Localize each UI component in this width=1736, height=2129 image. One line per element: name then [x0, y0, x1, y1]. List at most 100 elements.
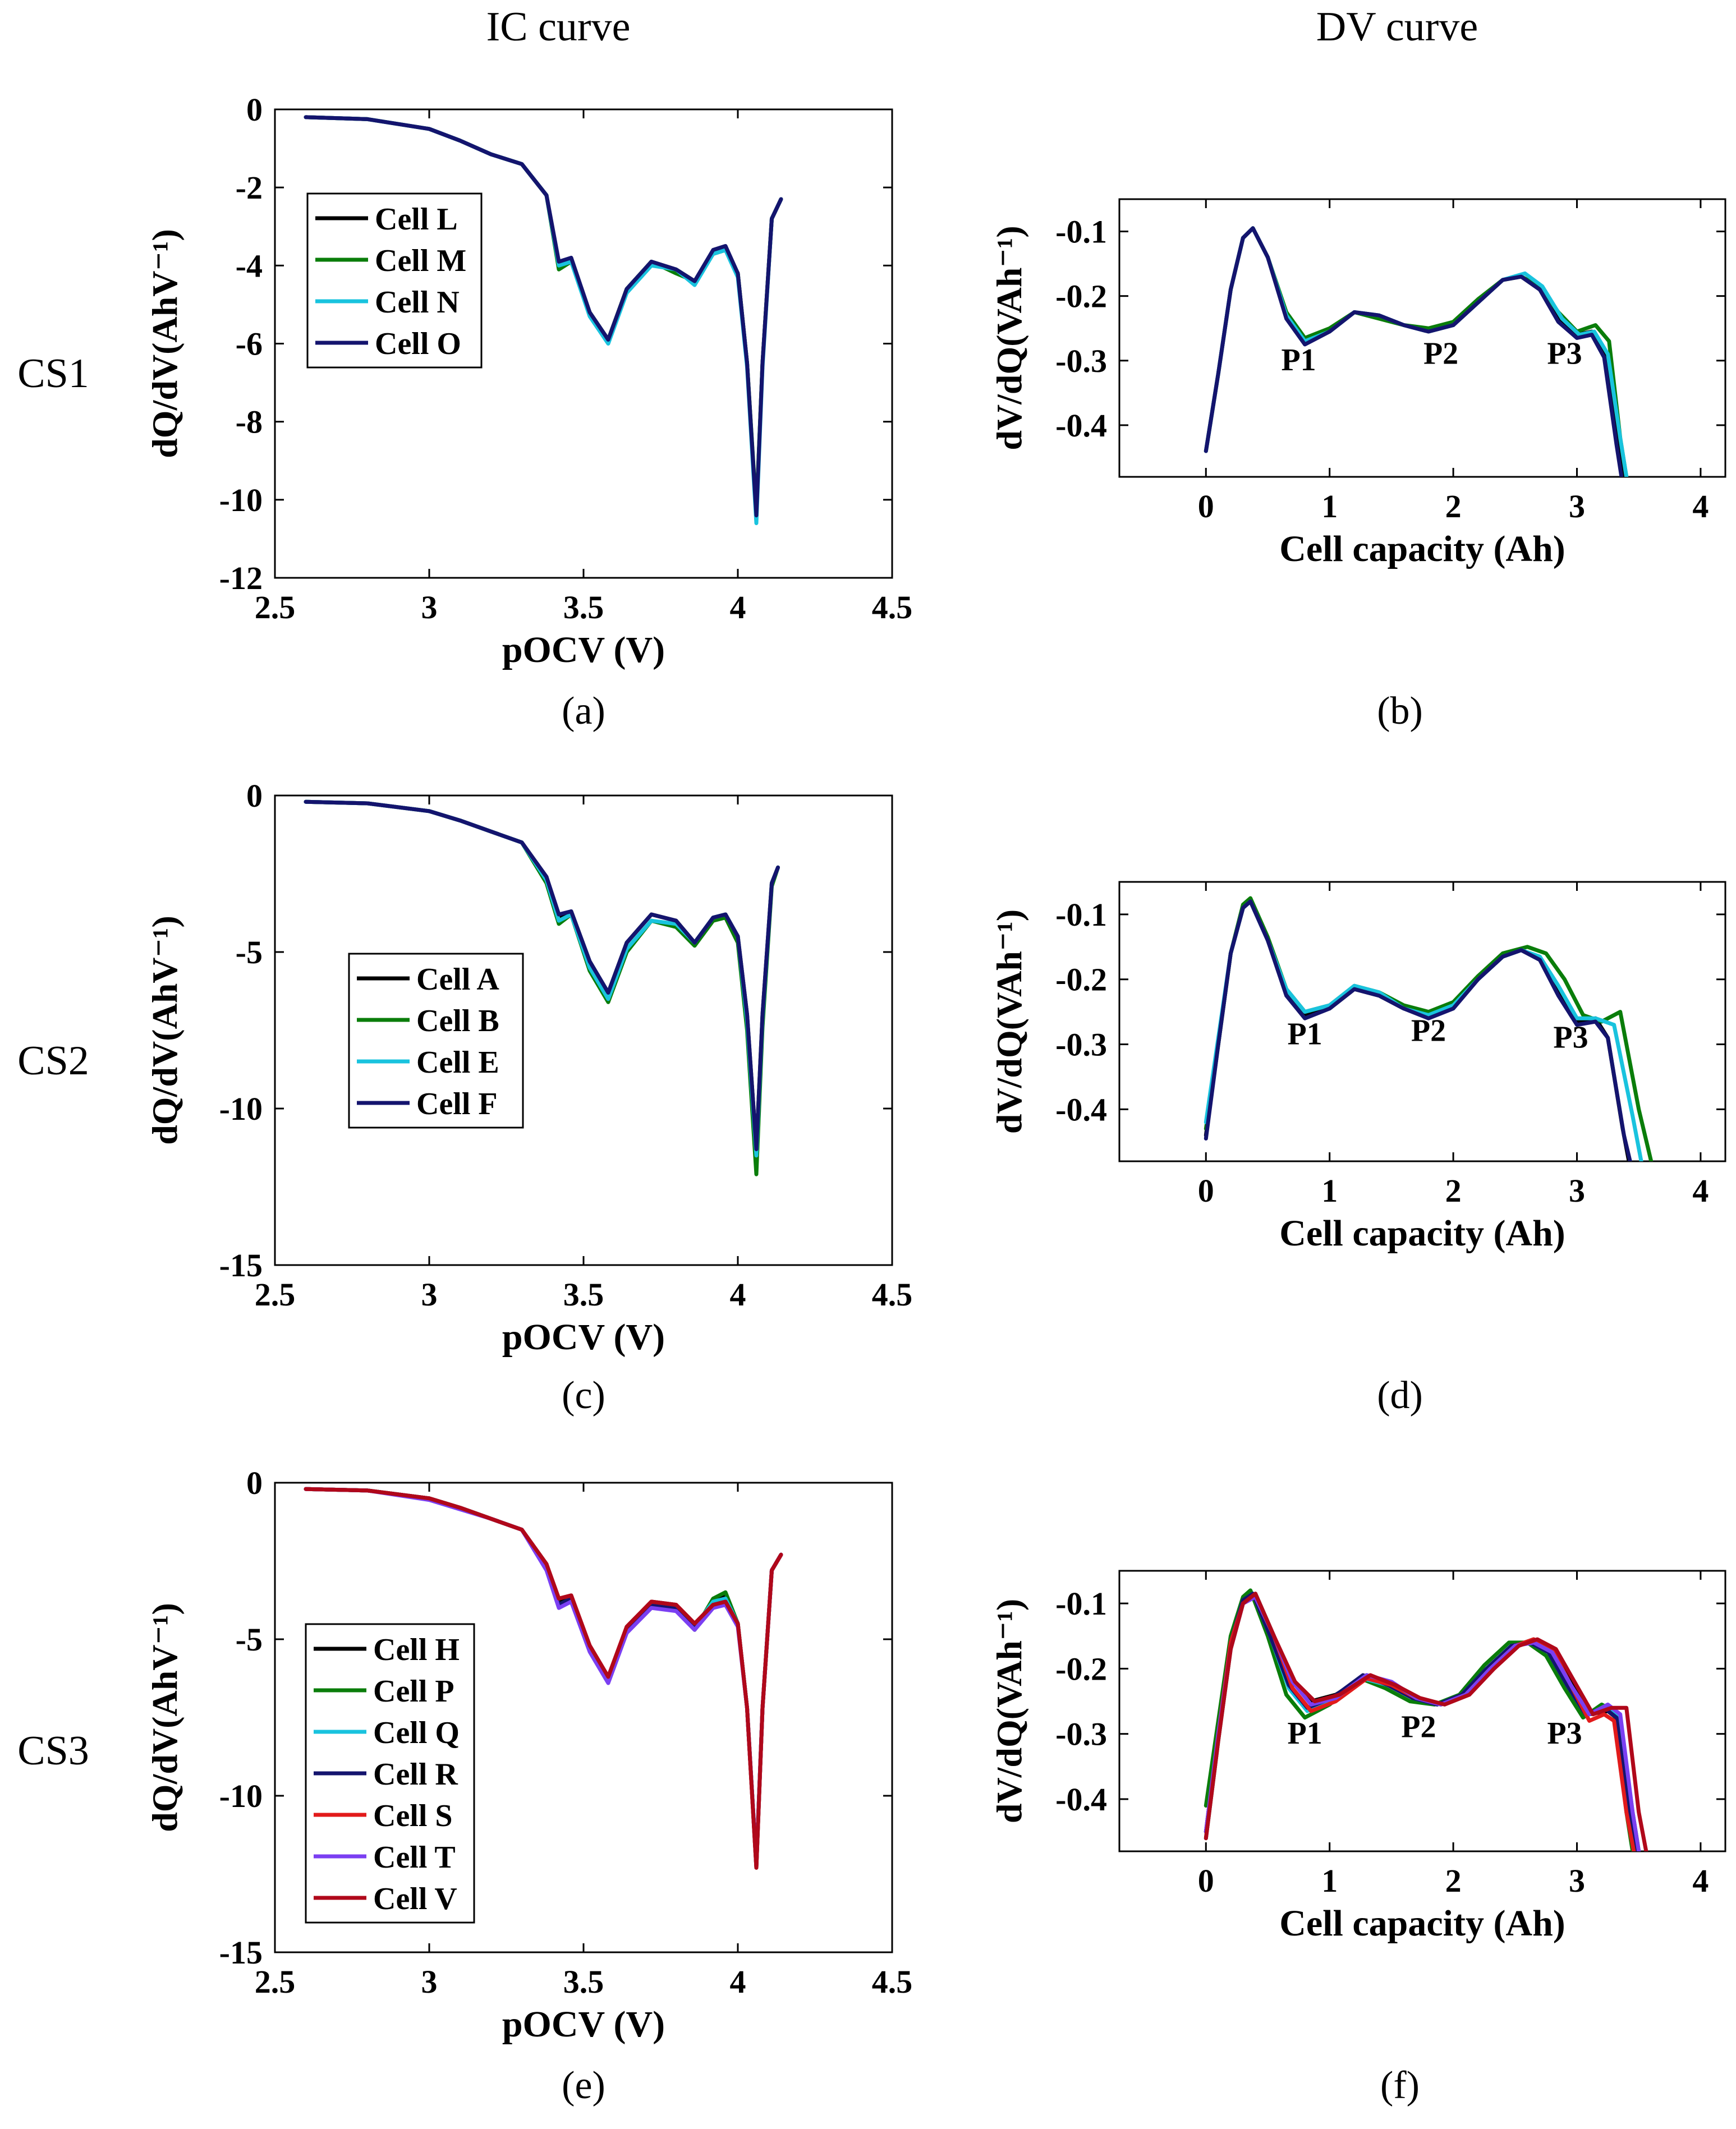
legend-entry: Cell Q [373, 1716, 460, 1750]
x-axis-label: pOCV (V) [502, 629, 665, 670]
plot-area [1118, 198, 1726, 478]
peak-label-p1: P1 [1288, 1017, 1322, 1052]
legend: Cell A Cell B Cell E Cell F [348, 953, 524, 1129]
panel-b: 0 1 2 3 4 -0.1 -0.2 -0.3 -0.4 Cell capacity (Ah) d… [989, 198, 1726, 733]
panel-label: (f) [1380, 2064, 1420, 2107]
x-tick-label: 4.5 [872, 1276, 913, 1313]
series-line-cell-v [304, 1487, 783, 1870]
y-tick-label: -10 [219, 1091, 263, 1127]
legend-entry: Cell N [375, 285, 460, 320]
y-tick-label: -0.2 [1055, 962, 1107, 998]
peak-label-p1: P1 [1281, 343, 1316, 378]
y-tick-label: 0 [246, 1465, 263, 1501]
panel-c: 2.5 3 3.5 4 4.5 0 -5 -10 -15 pOCV (V) dQ/dV(AhV⁻¹)… [145, 778, 912, 1417]
x-tick-label: 2.5 [255, 589, 296, 626]
y-tick-label: -5 [236, 934, 263, 971]
series-group [304, 1487, 783, 1870]
y-axis-label: dV/dQ(VAh⁻¹) [989, 226, 1029, 450]
y-tick-label: -2 [236, 169, 263, 206]
legend-box [348, 953, 524, 1129]
legend-box [306, 192, 483, 369]
x-tick-label: 0 [1198, 1863, 1214, 1899]
x-tick-label: 3 [421, 589, 438, 626]
legend-entry: Cell V [373, 1882, 457, 1916]
legend-entry: Cell O [375, 327, 461, 361]
row-label-cs2: CS2 [17, 1038, 89, 1084]
peak-label-p2: P2 [1411, 1014, 1446, 1049]
y-tick-label: -0.1 [1055, 214, 1107, 250]
x-tick-label: 1 [1321, 1863, 1338, 1899]
y-tick-label: -15 [219, 1934, 263, 1971]
y-tick-label: -0.2 [1055, 1650, 1107, 1687]
y-tick-label: -12 [219, 560, 263, 596]
y-tick-label: -0.4 [1055, 407, 1107, 444]
legend: Cell H Cell P Cell Q Cell R Cell S Cell T Cell… [305, 1623, 475, 1924]
panel-label: (c) [562, 1374, 605, 1417]
y-tick-label: 0 [246, 91, 263, 128]
y-tick-label: -5 [236, 1621, 263, 1658]
plot-area [1118, 881, 1726, 1162]
legend-entry: Cell L [375, 202, 458, 237]
legend-entry: Cell H [373, 1633, 460, 1667]
legend-entry: Cell T [373, 1840, 456, 1875]
legend-entry: Cell S [373, 1799, 453, 1833]
y-tick-label: 0 [246, 778, 263, 814]
y-tick-label: -8 [236, 404, 263, 440]
x-tick-label: 4 [1692, 1172, 1709, 1209]
panel-a: 2.5 3 3.5 4 4.5 0 -2 -4 -6 -8 -10 -12 pOCV (V) dQ/dV(… [145, 91, 912, 733]
row-label-cs1: CS1 [17, 351, 89, 397]
x-axis-label: pOCV (V) [502, 1317, 665, 1358]
x-tick-label: 4.5 [872, 1964, 913, 2000]
y-tick-label: -0.4 [1055, 1091, 1107, 1128]
series-line-cell-o [1204, 226, 1624, 477]
series-group [1204, 896, 1654, 1161]
x-tick-label: 3.5 [563, 1964, 604, 2000]
x-tick-label: 3 [1569, 1172, 1585, 1209]
panel-label: (e) [562, 2064, 605, 2107]
y-tick-label: -0.2 [1055, 278, 1107, 315]
panel-e: 2.5 3 3.5 4 4.5 0 -5 -10 -15 pOCV (V) dQ/dV(AhV⁻¹)… [145, 1465, 912, 2107]
y-tick-label: -10 [219, 482, 263, 518]
y-axis-label: dV/dQ(VAh⁻¹) [989, 909, 1029, 1134]
legend-entry: Cell P [373, 1674, 454, 1709]
x-axis-label: Cell capacity (Ah) [1279, 1213, 1565, 1254]
column-title-ic: IC curve [486, 4, 631, 50]
panel-label: (d) [1377, 1374, 1423, 1417]
series-line-cell-o [304, 115, 783, 518]
y-axis-label: dQ/dV(AhV⁻¹) [145, 1603, 185, 1832]
y-tick-label: -10 [219, 1778, 263, 1814]
x-axis-label: Cell capacity (Ah) [1279, 1903, 1565, 1944]
row-label-cs3: CS3 [17, 1728, 89, 1774]
panel-f: 0 1 2 3 4 -0.1 -0.2 -0.3 -0.4 Cell capacity (Ah) d… [989, 1570, 1726, 2107]
column-title-dv: DV curve [1316, 4, 1478, 50]
y-tick-label: -6 [236, 326, 263, 362]
x-tick-label: 1 [1321, 1172, 1338, 1209]
peak-label-p1: P1 [1288, 1716, 1322, 1751]
legend-entry: Cell A [416, 962, 499, 997]
y-tick-label: -4 [236, 247, 263, 284]
y-tick-label: -0.3 [1055, 343, 1107, 379]
peak-label-p2: P2 [1401, 1710, 1436, 1745]
series-group [1204, 226, 1629, 477]
x-tick-label: 0 [1198, 1172, 1214, 1209]
series-group [304, 799, 780, 1176]
peak-label-p3: P3 [1547, 1716, 1582, 1751]
y-tick-label: -0.4 [1055, 1781, 1107, 1818]
x-tick-label: 4 [730, 1964, 746, 2000]
x-tick-label: 2 [1445, 488, 1462, 525]
x-tick-label: 3 [1569, 1863, 1585, 1899]
series-group [1204, 1588, 1648, 1851]
y-axis-label: dQ/dV(AhV⁻¹) [145, 916, 185, 1145]
x-tick-label: 4.5 [872, 589, 913, 626]
x-tick-label: 4 [1692, 488, 1709, 525]
peak-label-p3: P3 [1547, 337, 1582, 371]
series-line-cell-v [1204, 1592, 1648, 1851]
series-group [304, 115, 783, 526]
peak-label-p3: P3 [1553, 1020, 1588, 1055]
x-tick-label: 2.5 [255, 1276, 296, 1313]
x-axis-label: pOCV (V) [502, 2004, 665, 2045]
series-line-cell-f [1204, 899, 1632, 1161]
x-axis-label: Cell capacity (Ah) [1279, 528, 1565, 569]
x-tick-label: 4 [730, 1276, 746, 1313]
